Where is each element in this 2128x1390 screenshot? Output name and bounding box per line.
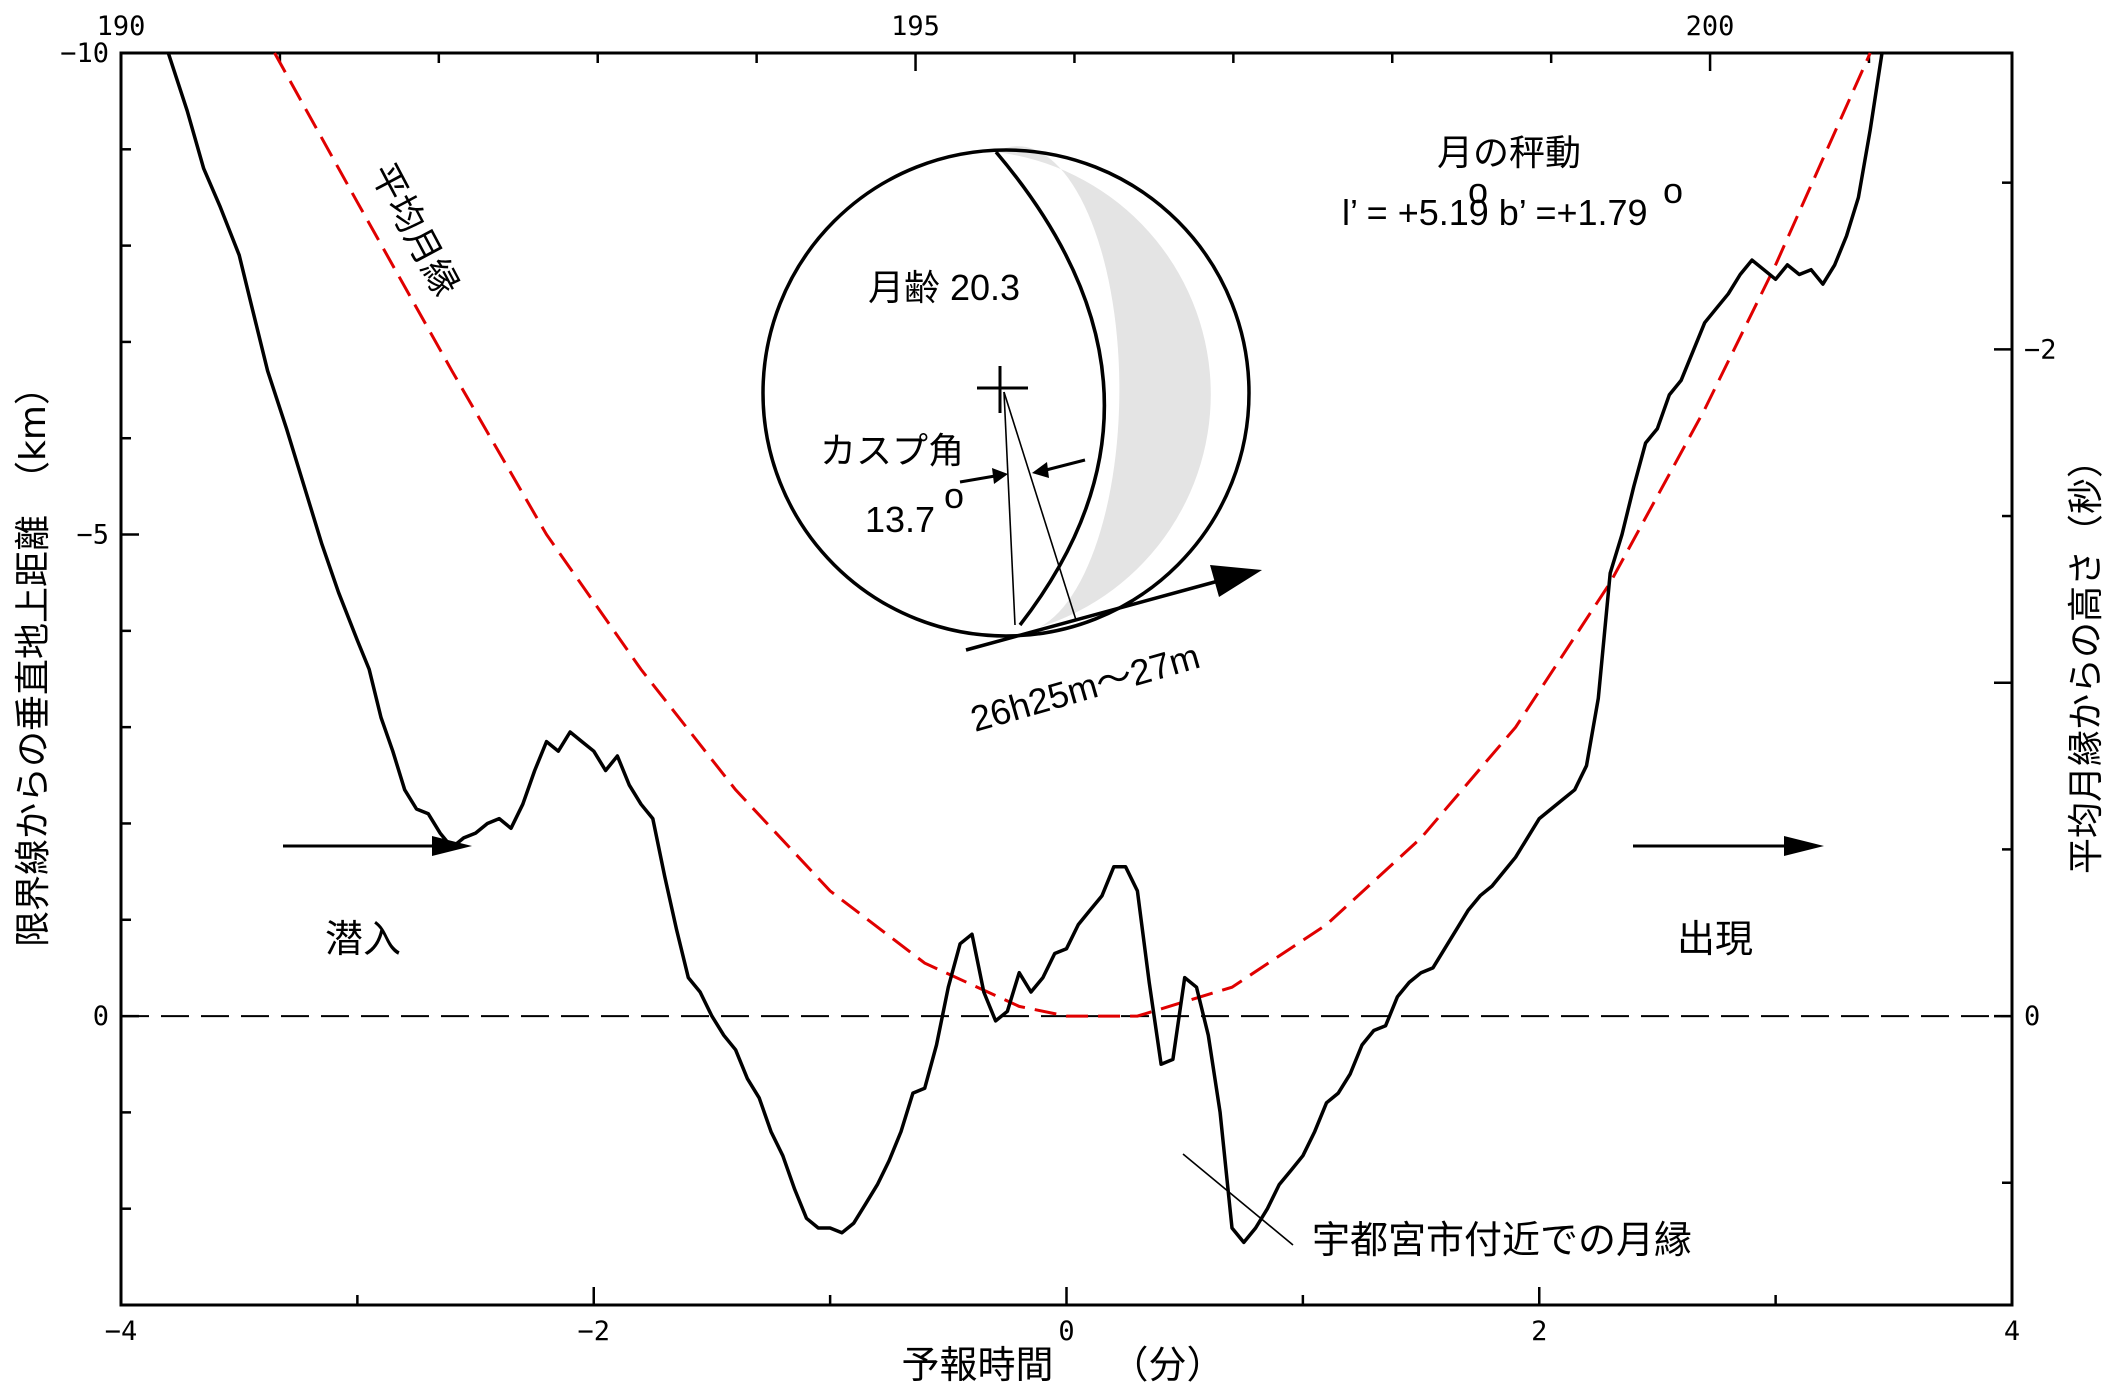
libration-degree-2: o — [1663, 170, 1683, 211]
x-tick-label: −2 — [577, 1316, 610, 1347]
y-tick-label: −5 — [76, 520, 109, 551]
moon-center-cross — [977, 366, 1028, 413]
x-tick-label: 0 — [1058, 1316, 1074, 1347]
y2-axis-title: 平均月縁からの高さ（秒） — [2066, 442, 2107, 874]
libration-title: 月の秤動 — [1437, 132, 1581, 173]
cusp-arrow-right — [1045, 458, 1086, 472]
cusp-line-2 — [1003, 391, 1077, 621]
top-tick-label: 190 — [97, 11, 146, 42]
y-tick-label: −10 — [60, 38, 109, 69]
y2-tick-label: 0 — [2024, 1001, 2040, 1032]
axis-ticks — [119, 51, 2014, 1307]
cusp-arrow-right-head — [1032, 462, 1049, 478]
time-range-label: 26h25m～27m — [966, 635, 1204, 740]
y2-tick-label: −2 — [2024, 334, 2057, 365]
y-axis-title: 限界線からの垂直地上距離 （km） — [13, 369, 54, 947]
terminator — [994, 150, 1107, 627]
cusp-arrow-left — [959, 474, 996, 484]
mean-limb-label: 平均月縁 — [362, 157, 466, 303]
x-tick-label: 4 — [2004, 1316, 2020, 1347]
motion-arrow-head — [1210, 565, 1262, 597]
mean-limb-curve — [273, 52, 1872, 1018]
ingress-arrow-head — [432, 836, 472, 856]
top-tick-label: 200 — [1686, 11, 1735, 42]
libration-degree-1: o — [1468, 170, 1488, 211]
moon-diagram: 月齢 20.3 カスプ角 13.7 o 26h25m～27m — [761, 146, 1262, 740]
axis-tick-labels: −4 −2 0 2 4 −10 −5 0 190 195 200 −2 0 — [60, 11, 2056, 1347]
cusp-line-1 — [1003, 391, 1016, 626]
limb-profile-label: 宇都宮市付近での月縁 — [1312, 1218, 1692, 1262]
moon-disc — [761, 148, 1251, 638]
top-tick-label: 195 — [891, 11, 940, 42]
egress-arrow-head — [1784, 836, 1824, 856]
cusp-angle-label: カスプ角 — [820, 430, 964, 471]
egress-label: 出現 — [1677, 917, 1753, 961]
motion-arrow — [965, 578, 1223, 652]
ingress-label: 潜入 — [325, 917, 401, 961]
x-axis-title: 予報時間 （分） — [901, 1343, 1224, 1387]
libration-values: l’ = +5.19 b’ =+1.79 — [1342, 192, 1648, 233]
moon-shadow — [996, 146, 1211, 628]
cusp-arrow-left-head — [992, 468, 1008, 484]
x-tick-label: −4 — [105, 1316, 138, 1347]
y-tick-label: 0 — [93, 1001, 109, 1032]
cusp-angle-value: 13.7 — [865, 499, 935, 540]
limb-label-leader — [1182, 1153, 1294, 1246]
cusp-angle-degree: o — [944, 475, 964, 516]
x-tick-label: 2 — [1531, 1316, 1547, 1347]
moon-age-label: 月齢 20.3 — [868, 267, 1020, 308]
limb-profile-line — [166, 52, 1884, 1245]
